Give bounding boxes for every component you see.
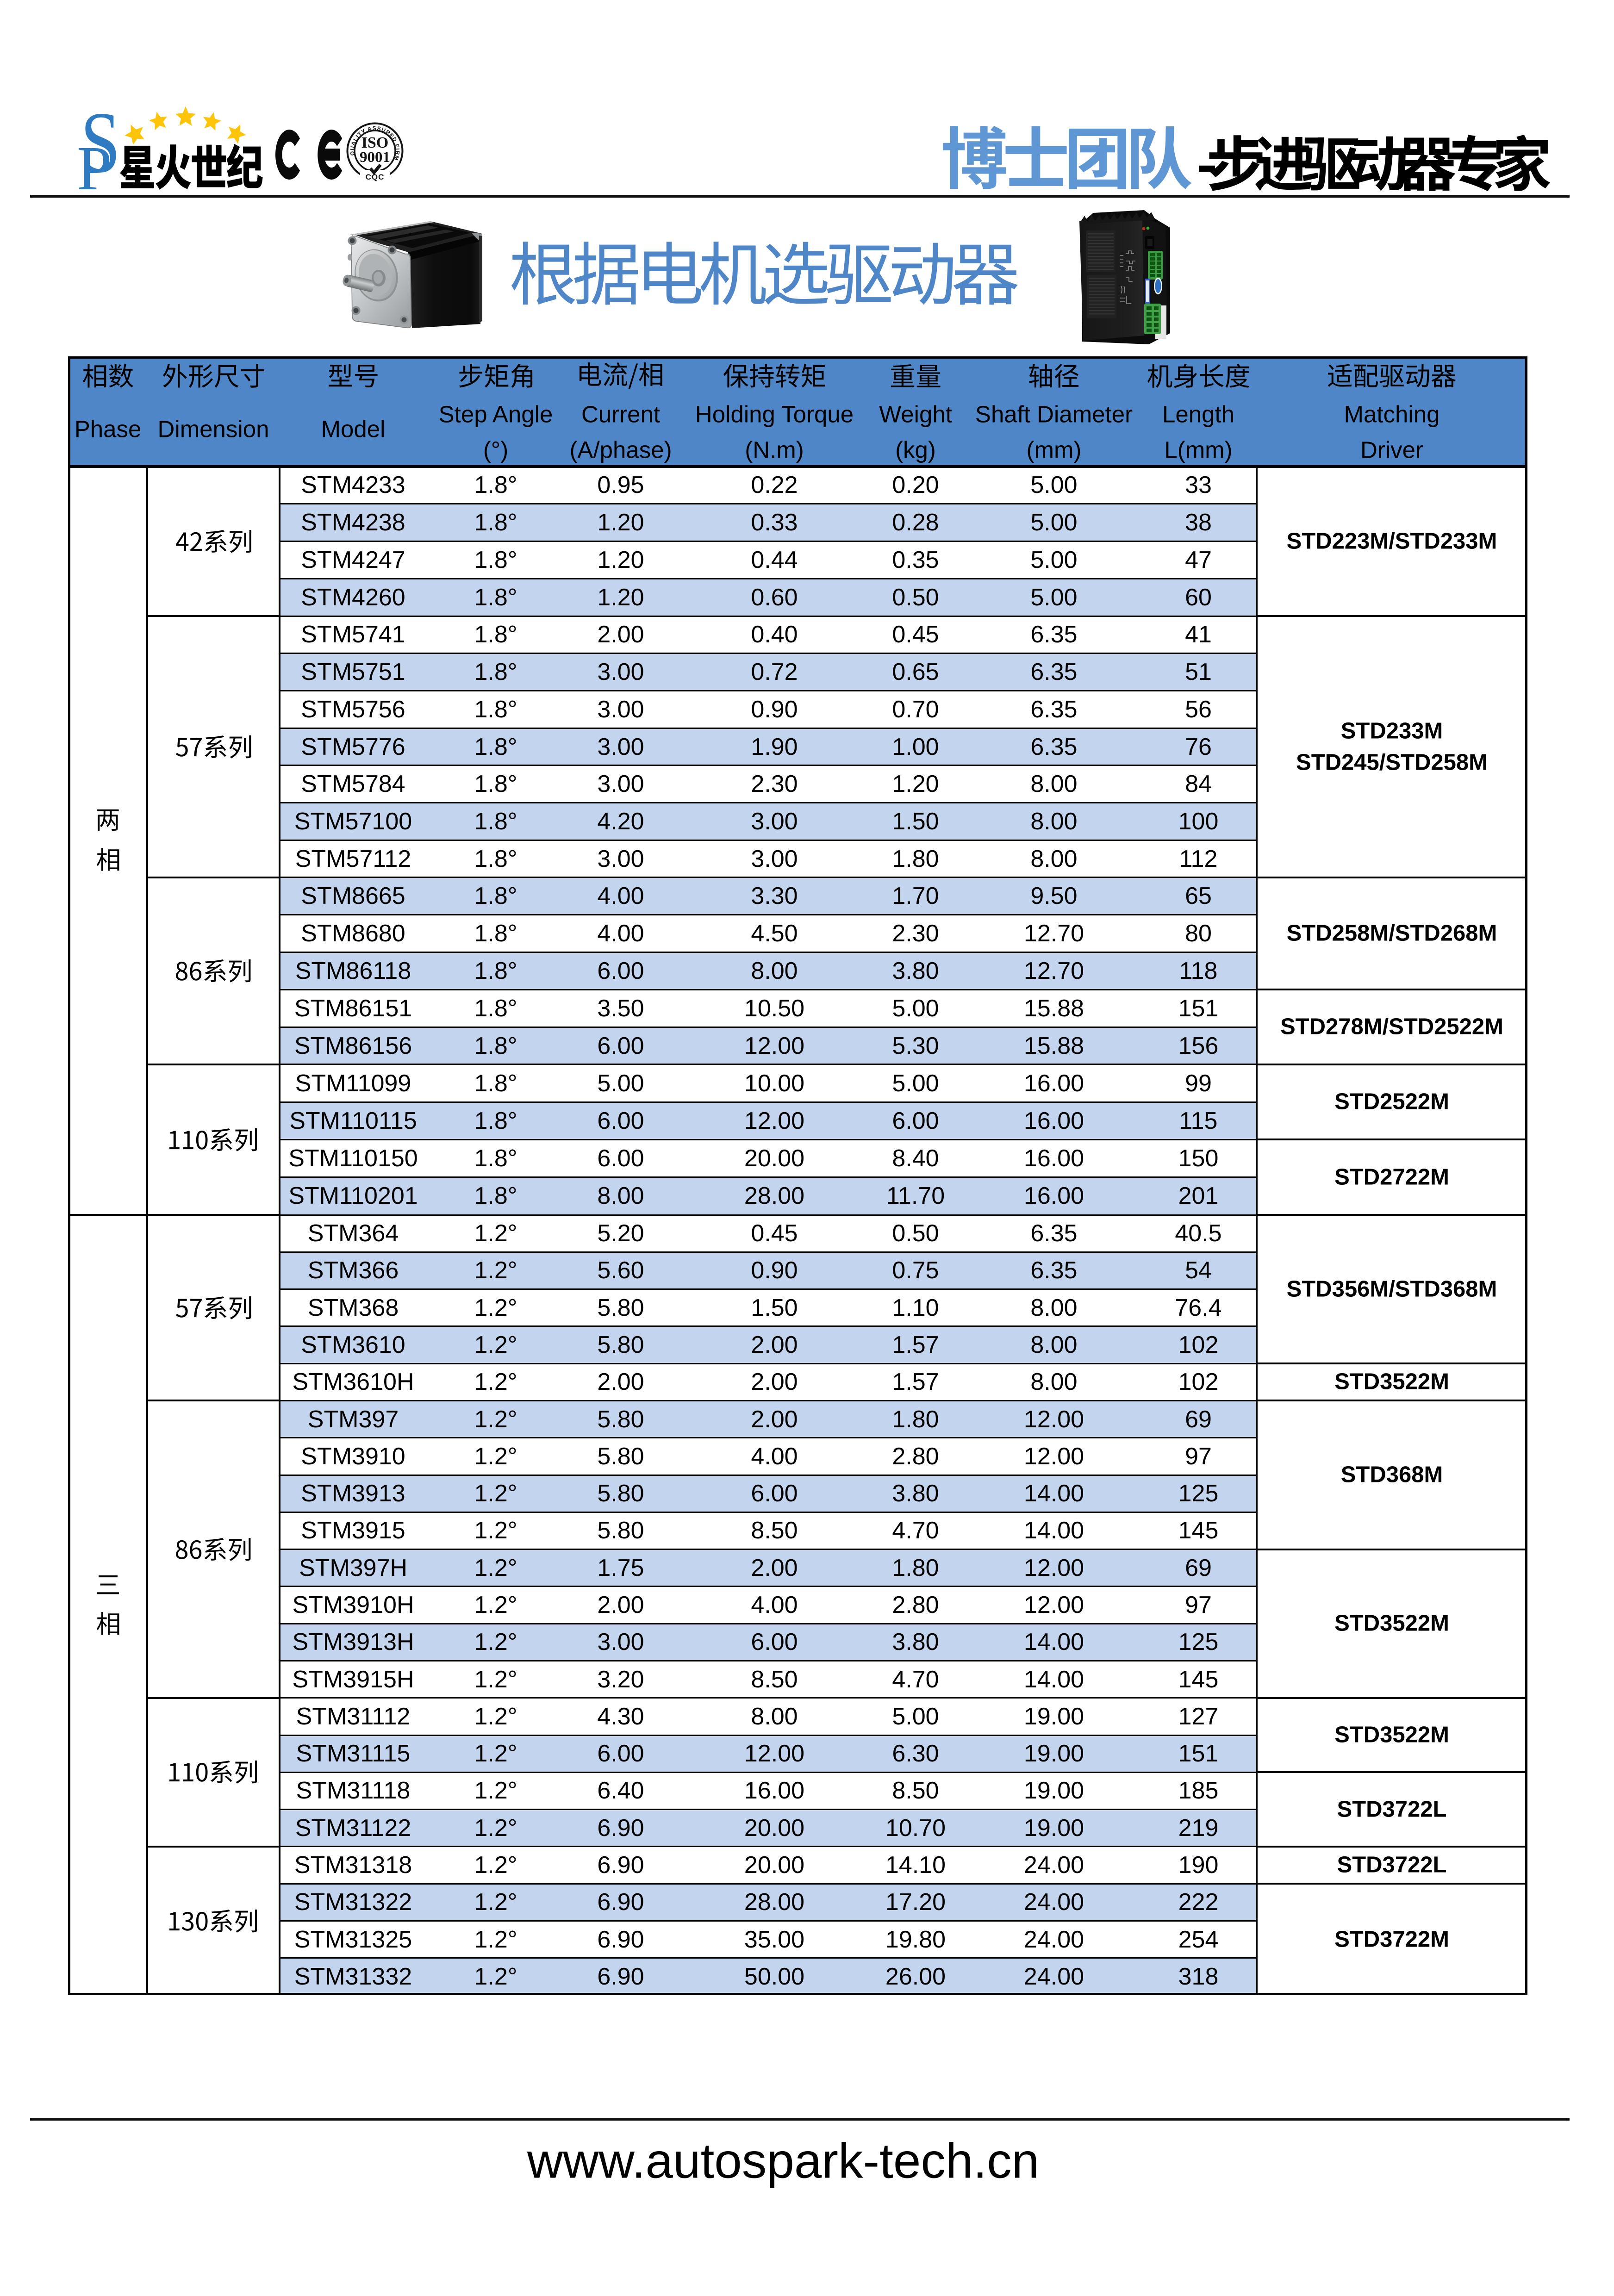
svg-text:ISO: ISO: [361, 134, 389, 151]
svg-text:9001: 9001: [360, 149, 390, 166]
svg-text:CQC: CQC: [366, 173, 385, 181]
